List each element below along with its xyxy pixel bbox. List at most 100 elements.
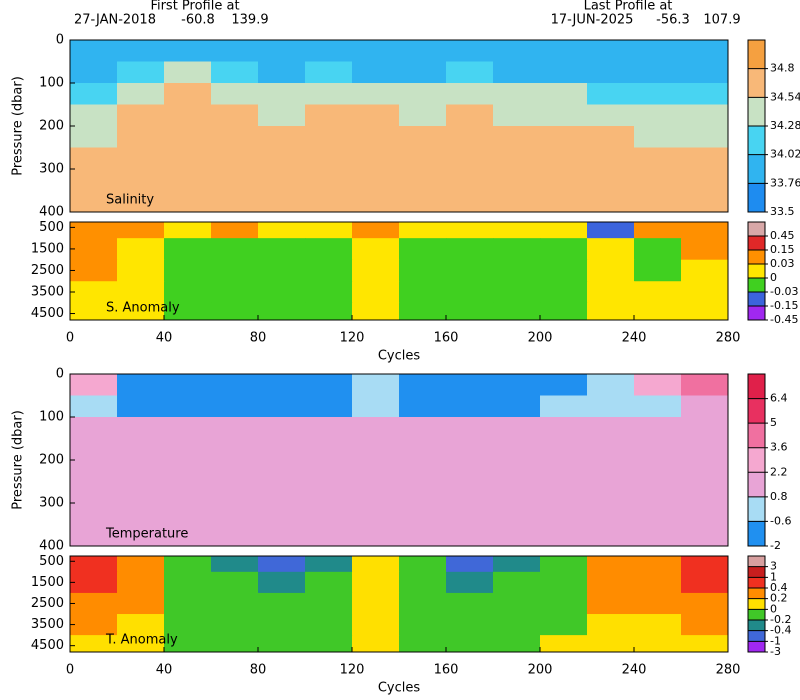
y-tick-label: 2500 [31, 596, 64, 611]
last-profile-lat: -56.3 [656, 13, 690, 28]
cell [258, 126, 306, 148]
cell [399, 83, 447, 105]
x-tick-label: 200 [528, 331, 553, 346]
cell [305, 571, 353, 594]
panel-label: S. Anomaly [106, 301, 180, 316]
cell [399, 481, 447, 504]
colorbar-tick-label: 2.2 [770, 465, 788, 478]
cell [681, 374, 729, 396]
cell [164, 417, 212, 439]
cell [211, 571, 259, 594]
cell [493, 147, 541, 170]
colorbar-tick-label: 3.6 [770, 441, 788, 454]
y-tick-label: 100 [39, 410, 64, 425]
panel-label: Salinity [106, 193, 154, 208]
cell [399, 614, 447, 636]
cell [164, 83, 212, 105]
colorbar-band [748, 292, 765, 307]
cell [305, 503, 353, 525]
cell [305, 556, 353, 573]
last-profile-date: 17-JUN-2025 [551, 13, 634, 28]
cell [681, 259, 729, 282]
cell [117, 104, 165, 127]
cell [493, 169, 541, 191]
cell [681, 281, 729, 304]
cell [164, 374, 212, 396]
cell [587, 190, 635, 213]
cell [681, 61, 729, 84]
colorbar-tick-label: 0 [770, 271, 777, 284]
cell [164, 169, 212, 191]
colorbar-tick-label: -0.4 [770, 624, 791, 637]
cell [446, 460, 494, 482]
colorbar-tick-label: -0.45 [770, 313, 798, 326]
cell [587, 571, 635, 594]
y-tick-label: 1500 [31, 241, 64, 256]
cell [399, 238, 447, 261]
cell [70, 481, 118, 504]
cell [493, 395, 541, 418]
cell [70, 169, 118, 191]
cell [70, 438, 118, 461]
cell [399, 147, 447, 170]
cell [399, 61, 447, 84]
cell [634, 190, 682, 213]
cell [258, 417, 306, 439]
cell [352, 556, 400, 573]
cell [258, 438, 306, 461]
cell [117, 614, 165, 636]
first-profile-lat: -60.8 [181, 13, 215, 28]
cell [587, 238, 635, 261]
y-tick-label: 0 [56, 367, 64, 382]
cell [493, 571, 541, 594]
cell [540, 147, 588, 170]
colorbar-band [748, 588, 765, 599]
cell [446, 126, 494, 148]
cell [540, 238, 588, 261]
cell [681, 169, 729, 191]
cell [305, 222, 353, 239]
cell [258, 592, 306, 615]
cell [258, 571, 306, 594]
cell [352, 592, 400, 615]
cell [305, 281, 353, 304]
colorbar-tick-label: 34.54 [770, 90, 800, 103]
cell [258, 281, 306, 304]
cell [258, 222, 306, 239]
colorbar-band [748, 398, 765, 424]
cell [587, 503, 635, 525]
cell [305, 259, 353, 282]
colorbar-band [748, 222, 765, 237]
cell [70, 571, 118, 594]
cell [681, 83, 729, 105]
cell [117, 592, 165, 615]
cell [164, 614, 212, 636]
colorbar-band [748, 641, 765, 653]
cell [634, 374, 682, 396]
cell [211, 395, 259, 418]
cell [399, 556, 447, 573]
cell [258, 40, 306, 62]
cell [399, 40, 447, 62]
cell [540, 556, 588, 573]
x-axis-label: Cycles [378, 349, 421, 364]
cell [164, 238, 212, 261]
cell [446, 635, 494, 653]
cell [211, 169, 259, 191]
cell [587, 222, 635, 239]
cell [117, 147, 165, 170]
colorbar-tick-label: 0.2 [770, 592, 788, 605]
cell [587, 614, 635, 636]
cell [493, 190, 541, 213]
cell [305, 614, 353, 636]
cell [493, 481, 541, 504]
cell [211, 524, 259, 547]
cell [493, 126, 541, 148]
x-tick-label: 280 [716, 663, 741, 678]
cell [117, 281, 165, 304]
colorbar-tick-label: 34.8 [770, 62, 795, 75]
cell [634, 259, 682, 282]
cell [540, 126, 588, 148]
cell [352, 417, 400, 439]
cell [70, 556, 118, 573]
